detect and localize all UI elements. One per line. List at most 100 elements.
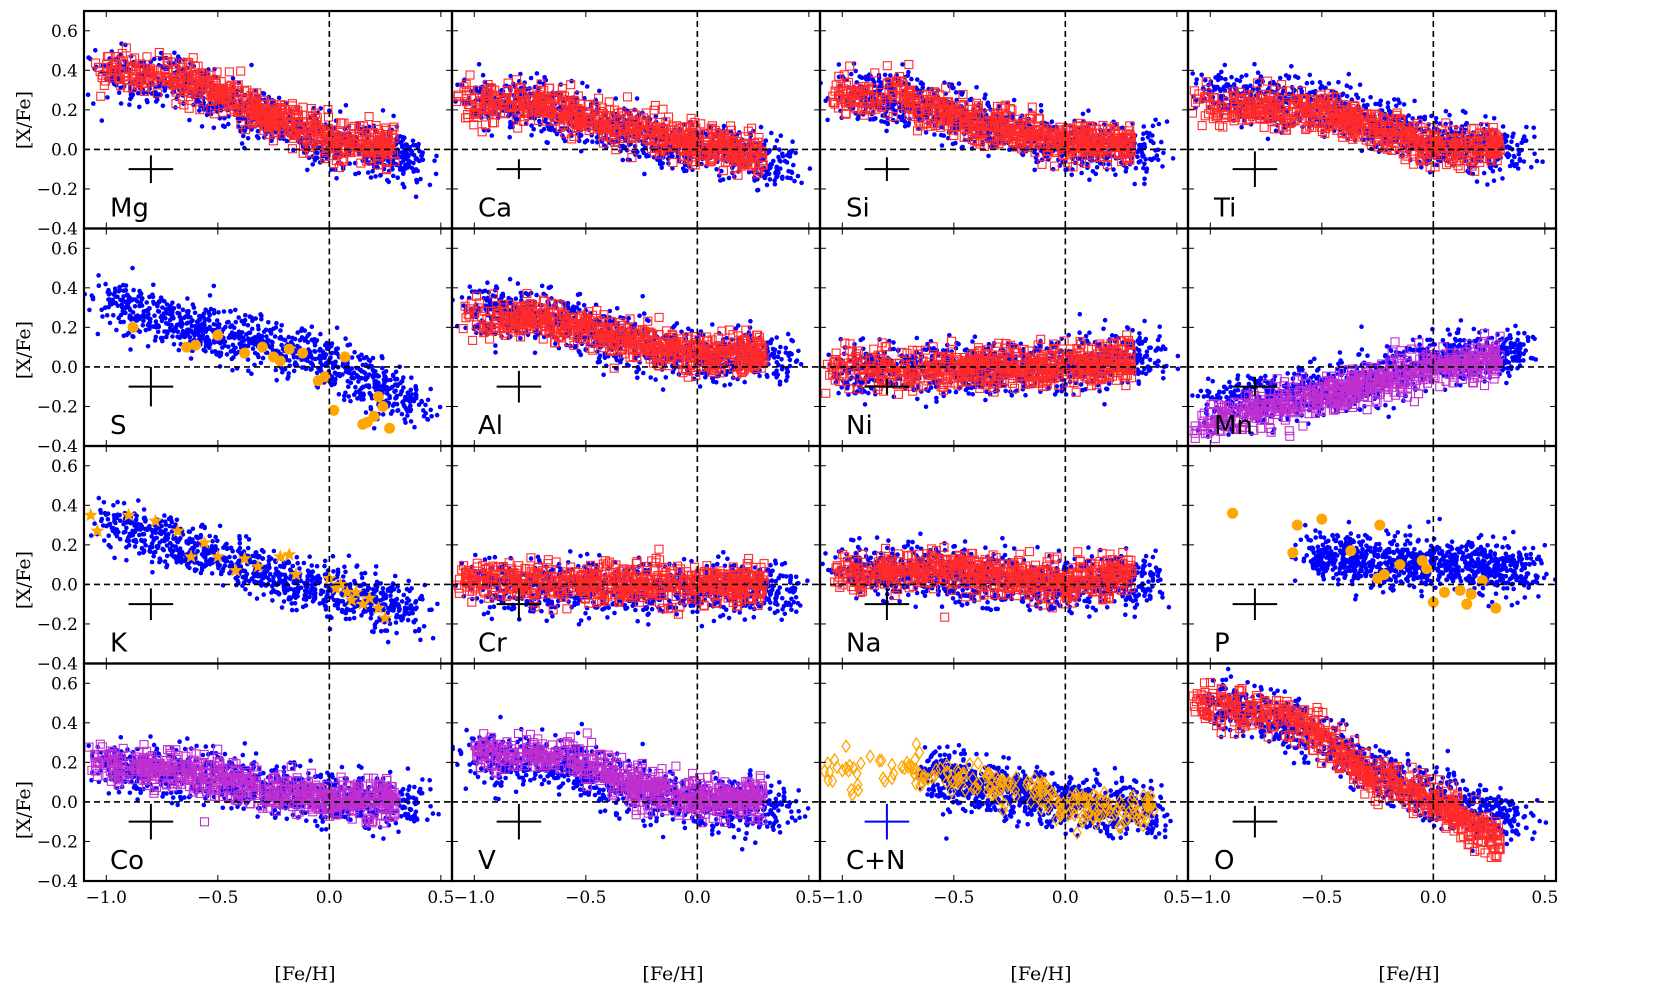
blue-point (222, 124, 227, 129)
blue-point (334, 176, 339, 181)
blue-point (974, 85, 979, 90)
square-marker (881, 93, 891, 103)
square-marker (1007, 105, 1017, 115)
square-marker (690, 157, 700, 167)
square-marker (462, 86, 472, 96)
blue-point (158, 50, 164, 56)
blue-point (1104, 167, 1110, 172)
square-marker (1000, 113, 1010, 123)
square-marker (188, 53, 198, 63)
square-marker (184, 103, 194, 113)
blue-point (127, 102, 132, 107)
square-marker (139, 86, 150, 97)
square-marker (1042, 134, 1052, 144)
blue-point (518, 71, 523, 77)
blue-point (313, 150, 319, 155)
square-marker (123, 71, 133, 81)
blue-point (132, 87, 138, 93)
blue-point (1079, 170, 1084, 176)
square-marker (750, 159, 760, 169)
square-marker (110, 67, 120, 77)
square-marker (162, 74, 173, 84)
square-marker (224, 67, 234, 77)
square-marker (904, 87, 914, 97)
blue-point (418, 176, 423, 182)
square-marker (154, 47, 164, 58)
blue-point (807, 166, 813, 171)
square-marker (517, 96, 527, 106)
square-marker (1113, 133, 1124, 143)
blue-point (411, 169, 417, 174)
blue-point (1159, 139, 1164, 145)
blue-point (329, 167, 334, 172)
square-marker (959, 118, 969, 128)
blue-point (1050, 166, 1056, 172)
blue-point (726, 175, 732, 181)
blue-point (175, 54, 181, 59)
blue-point (129, 94, 134, 100)
square-marker (935, 122, 945, 132)
blue-point (939, 143, 945, 148)
square-marker (381, 165, 392, 175)
square-marker (323, 112, 334, 122)
blue-point (386, 179, 392, 185)
square-marker (1027, 102, 1037, 112)
blue-point (399, 150, 405, 155)
square-marker (233, 93, 243, 104)
blue-point (914, 87, 920, 92)
blue-point (1521, 159, 1527, 164)
square-marker (236, 106, 246, 117)
square-marker (339, 118, 349, 128)
square-marker (1102, 160, 1112, 170)
square-marker (925, 94, 935, 105)
square-marker (747, 123, 757, 133)
square-marker (340, 132, 350, 142)
square-marker (102, 59, 112, 69)
blue-point (670, 166, 675, 171)
blue-point (1106, 162, 1111, 167)
square-marker (658, 104, 668, 114)
square-marker (321, 135, 331, 145)
blue-point (276, 95, 282, 101)
square-marker (733, 137, 743, 147)
square-marker (1008, 134, 1019, 144)
blue-point (761, 142, 767, 147)
square-marker (123, 83, 133, 93)
square-marker (834, 71, 844, 81)
square-marker (354, 147, 364, 157)
y-tick-label: 0.6 (51, 22, 78, 42)
square-marker (869, 94, 880, 104)
square-marker (718, 138, 728, 148)
blue-point (1135, 154, 1140, 160)
blue-point (414, 179, 420, 185)
square-marker (887, 90, 898, 100)
square-marker (480, 103, 490, 113)
blue-point (597, 88, 602, 94)
square-marker (303, 142, 313, 153)
blue-point (855, 116, 860, 122)
blue-point (1150, 123, 1156, 129)
axes-layer: Mg−0.4−0.20.00.20.40.6Ca Si TiS−0.4−0.20.0… (37, 9, 1558, 908)
blue-point (932, 132, 937, 137)
blue-point (255, 128, 261, 134)
blue-point (305, 167, 310, 173)
square-marker (958, 108, 968, 118)
blue-point (923, 130, 929, 135)
square-marker (509, 87, 519, 97)
blue-point (508, 73, 513, 79)
blue-point (1011, 97, 1017, 103)
square-marker (604, 104, 614, 114)
blue-point (404, 151, 410, 157)
blue-point (1244, 73, 1249, 78)
square-marker (701, 151, 711, 161)
square-marker (851, 104, 861, 114)
square-marker (629, 118, 639, 128)
square-marker (1125, 121, 1135, 131)
blue-point (774, 164, 779, 170)
square-marker (611, 145, 621, 155)
blue-point (853, 68, 858, 74)
blue-point (85, 92, 91, 97)
square-marker (836, 82, 846, 92)
square-marker (1029, 139, 1039, 149)
blue-point (879, 119, 884, 124)
